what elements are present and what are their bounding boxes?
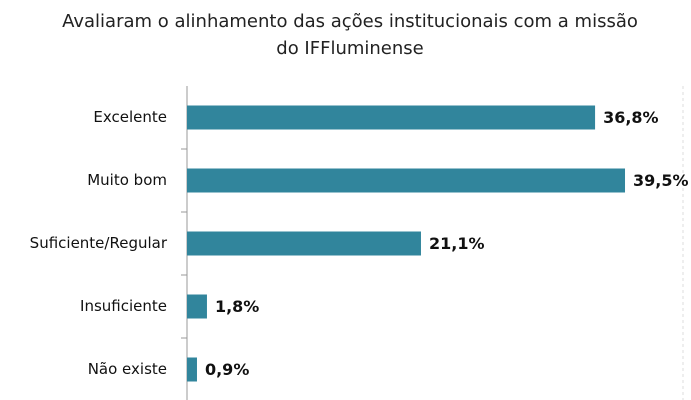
y-tick-label: Suficiente/Regular (30, 234, 168, 252)
bar (187, 105, 596, 130)
bar (187, 231, 421, 256)
value-label: 1,8% (215, 297, 259, 316)
bar (187, 168, 626, 193)
bar (187, 357, 197, 382)
value-label: 36,8% (603, 108, 659, 127)
chart-title: Avaliaram o alinhamento das ações instit… (62, 11, 638, 59)
bar (187, 294, 207, 319)
y-tick-label: Insuficiente (80, 297, 167, 315)
y-tick-label: Excelente (93, 108, 167, 126)
y-tick-label: Não existe (88, 360, 167, 378)
value-label: 39,5% (633, 171, 689, 190)
y-tick-label: Muito bom (87, 171, 167, 189)
value-label: 21,1% (429, 234, 485, 253)
value-label: 0,9% (205, 360, 249, 379)
